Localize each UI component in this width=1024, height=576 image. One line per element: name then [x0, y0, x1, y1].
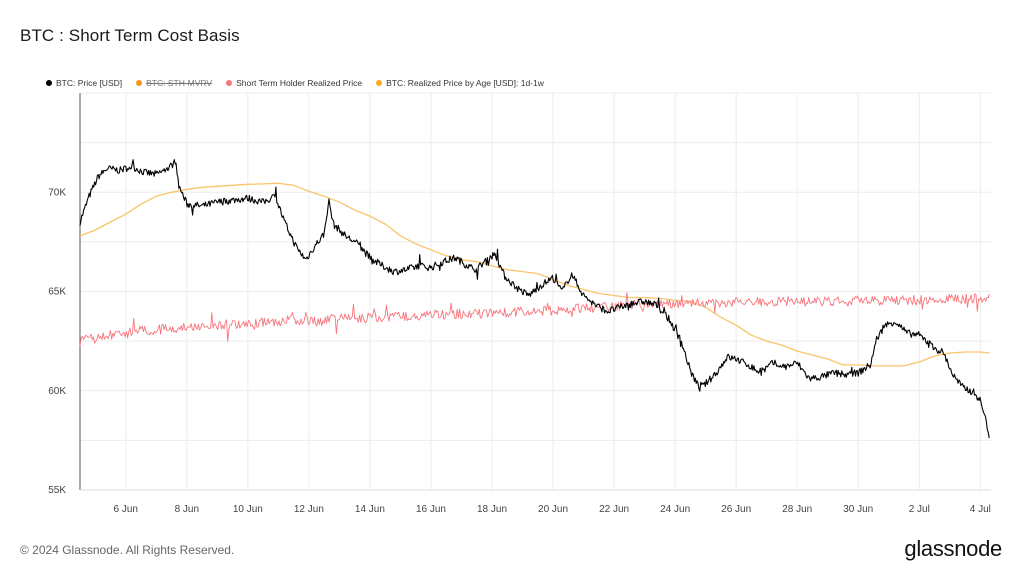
legend-item-sth-mvrv[interactable]: BTC: STH-MVRV [136, 78, 212, 88]
legend-marker-sth-mvrv [136, 80, 143, 86]
x-tick-label: 10 Jun [233, 504, 263, 515]
series-btc-price-line [79, 159, 990, 439]
x-tick-label: 24 Jun [660, 504, 690, 515]
copyright-notice: © 2024 Glassnode. All Rights Reserved. [20, 543, 235, 557]
legend-label-realized-price-1d-1w: BTC: Realized Price by Age [USD]: 1d-1w [386, 78, 544, 88]
y-tick-label: 65K [48, 287, 66, 298]
legend-marker-realized-price-1d-1w [376, 80, 383, 86]
legend-label-sth-mvrv: BTC: STH-MVRV [146, 78, 213, 88]
legend-label-sth-realized-price: Short Term Holder Realized Price [236, 78, 363, 88]
x-tick-label: 26 Jun [721, 504, 751, 515]
legend-marker-btc-price [46, 80, 52, 86]
legend-item-sth-realized-price[interactable]: Short Term Holder Realized Price [226, 78, 362, 88]
x-tick-label: 14 Jun [355, 504, 385, 515]
x-tick-label: 20 Jun [538, 504, 568, 515]
legend-item-btc-price[interactable]: BTC: Price [USD] [46, 78, 122, 88]
series-sth-realized-price-line [79, 292, 990, 347]
y-tick-label: 60K [48, 386, 66, 397]
series-realized-price-1d-1w-line [79, 182, 990, 367]
x-tick-label: 28 Jun [782, 504, 812, 515]
brand-logo[interactable]: glassnode [904, 536, 1002, 561]
x-tick-label: 6 Jun [114, 504, 138, 515]
x-tick-label: 2 Jul [909, 504, 930, 515]
chart-title: BTC : Short Term Cost Basis [20, 26, 240, 45]
legend-item-realized-price-1d-1w[interactable]: BTC: Realized Price by Age [USD]: 1d-1w [376, 78, 544, 88]
x-tick-label: 22 Jun [599, 504, 629, 515]
legend-label-btc-price: BTC: Price [USD] [56, 78, 123, 88]
legend-marker-sth-realized-price [226, 80, 233, 86]
y-tick-label: 55K [48, 485, 66, 496]
x-tick-label: 8 Jun [175, 504, 199, 515]
x-tick-label: 30 Jun [843, 504, 873, 515]
y-tick-label: 70K [48, 187, 66, 198]
x-tick-label: 16 Jun [416, 504, 446, 515]
x-tick-label: 4 Jul [970, 504, 991, 515]
chart-legend: BTC: Price [USD] BTC: STH-MVRV Short Ter… [46, 78, 544, 88]
x-tick-label: 12 Jun [294, 504, 324, 515]
x-tick-label: 18 Jun [477, 504, 507, 515]
